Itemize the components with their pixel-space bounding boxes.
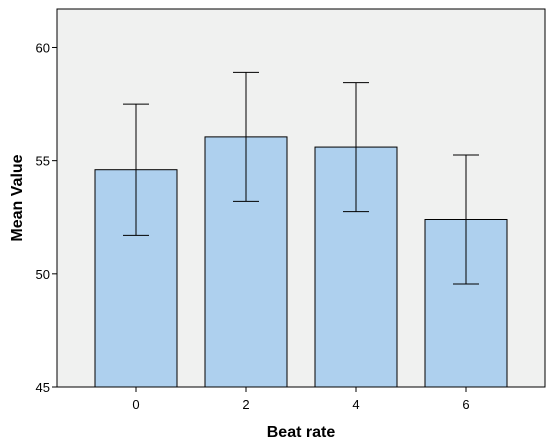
y-tick-label-50: 50 xyxy=(36,267,50,282)
y-tick-label-55: 55 xyxy=(36,154,50,169)
y-tick-label-45: 45 xyxy=(36,380,50,395)
x-tick-label-4: 4 xyxy=(352,397,359,412)
error-bars-layer xyxy=(123,71,479,285)
y-axis: 45 50 55 60 xyxy=(36,40,57,395)
x-axis: 0 2 4 6 xyxy=(132,387,470,412)
x-tick-label-6: 6 xyxy=(462,397,469,412)
x-tick-label-0: 0 xyxy=(132,397,139,412)
x-tick-label-2: 2 xyxy=(242,397,249,412)
y-tick-label-60: 60 xyxy=(36,40,50,55)
x-axis-title: Beat rate xyxy=(267,424,336,439)
y-axis-title: Mean Value xyxy=(9,154,26,241)
